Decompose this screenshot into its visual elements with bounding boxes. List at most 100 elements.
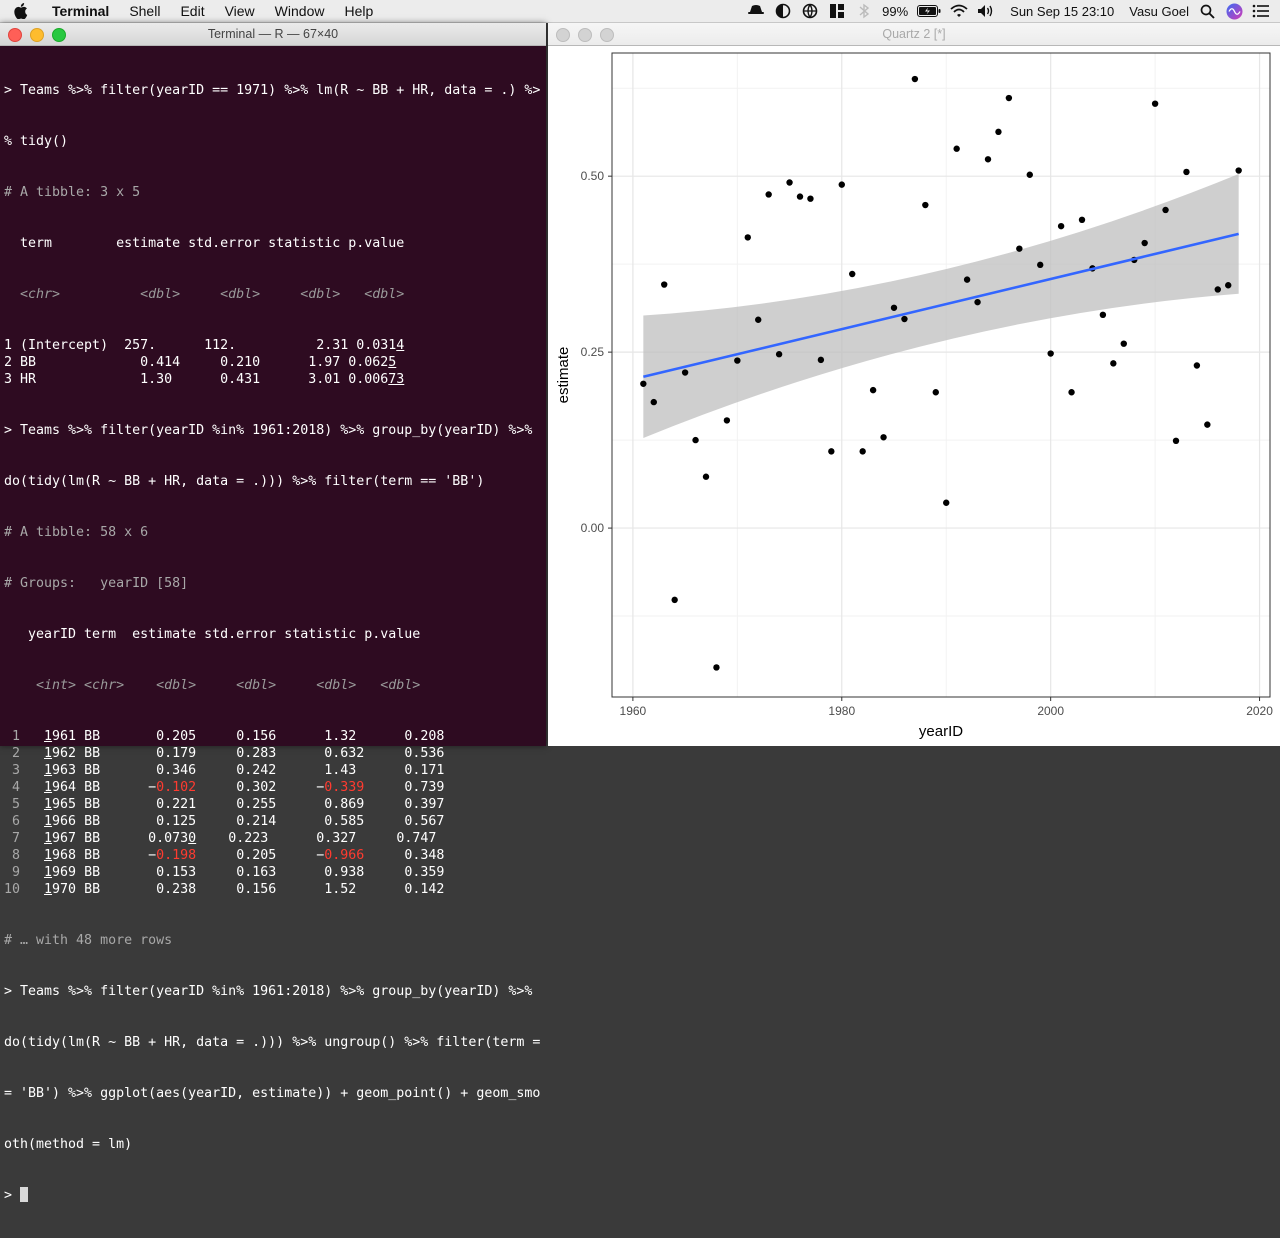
notification-center-icon[interactable] [1252,2,1270,20]
statistic-cell: 1.43 [316,763,365,778]
wifi-icon[interactable] [950,2,968,20]
menu-help[interactable]: Help [344,3,374,19]
statistic-cell: 0.339 [324,780,365,795]
row-text: 1 (Intercept) 257. 112. 2.31 0.031 [4,338,397,353]
table-types: <chr> <dbl> <dbl> <dbl> <dbl> [4,287,405,302]
menu-app-name[interactable]: Terminal [52,3,110,19]
tibble-caption: # A tibble: 58 x 6 [4,525,149,540]
statistic-cell: 0.327 [308,831,357,846]
minimize-button[interactable] [578,28,592,42]
zoom-button[interactable] [52,28,66,42]
prompt-line[interactable]: > [4,1187,546,1204]
p-value-cell: 0.747 [356,831,437,846]
year-cell: 1 [44,746,53,761]
tibble-1-rows: 1 (Intercept) 257. 112. 2.31 0.0314 2 BB … [4,337,546,388]
data-point [775,351,783,358]
p-value-cell: 0.171 [364,763,445,778]
quartz-window[interactable]: Quartz 2 [*] 1960 1980 2000 2020 0.00 0.25 0.5… [548,23,1280,746]
menu-edit[interactable]: Edit [180,3,205,19]
table-row: 8 1968 BB −0.198 0.205 −0.966 0.348 [4,847,546,864]
data-point [817,356,825,364]
clock[interactable]: Sun Sep 15 23:10 [1010,3,1115,19]
menu-bar: Terminal Shell Edit View Window Help 99%… [0,0,1280,23]
battery-icon[interactable] [917,2,941,20]
estimate-cell: 0.238 [148,882,197,897]
data-point [984,156,992,163]
row-text: 4 [396,338,405,353]
data-point [1225,282,1232,289]
siri-icon[interactable] [1225,2,1243,20]
estimate-cell: 0.205 [148,729,197,744]
command-line: % tidy() [4,134,69,149]
data-point [922,201,929,209]
table-row: 1 1961 BB 0.205 0.156 1.32 0.208 [4,728,546,745]
data-point [1078,216,1086,224]
globe-icon[interactable] [801,2,819,20]
data-point [671,596,678,604]
estimate-cell: 0.153 [148,865,197,880]
statistic-cell: 1.52 [316,882,365,897]
close-button[interactable] [8,28,22,42]
terminal-titlebar[interactable]: Terminal — R — 67×40 [0,23,546,46]
data-point [1099,311,1107,319]
p-value-cell: 0.397 [364,797,445,812]
p-value-cell: 0.348 [364,848,445,863]
text-cursor [20,1187,29,1202]
year-cell: 1 [44,797,53,812]
contrast-icon[interactable] [774,2,792,20]
p-value-cell: 0.536 [364,746,445,761]
more-rows-note: # … with 48 more rows [4,933,173,948]
prompt: > [4,1188,21,1203]
estimate-cell: 0.073 [148,831,189,846]
menu-window[interactable]: Window [274,3,325,19]
zoom-button[interactable] [600,28,614,42]
apple-icon[interactable] [14,0,34,22]
volume-icon[interactable] [977,2,995,20]
year-cell: 1 [44,814,53,829]
data-point [1141,239,1148,247]
spotlight-search-icon[interactable] [1198,2,1216,20]
x-tick-label: 1980 [828,704,855,718]
row-index: 6 [4,814,45,829]
menu-shell[interactable]: Shell [129,3,161,19]
menu-view[interactable]: View [224,3,255,19]
window-layout-icon[interactable] [828,2,846,20]
terminal-window[interactable]: Terminal — R — 67×40 > Teams %>% filter(… [0,23,546,1203]
data-point [734,357,741,364]
quartz-titlebar[interactable]: Quartz 2 [*] [548,23,1280,46]
tibble-groups: # Groups: yearID [58] [4,576,189,591]
table-types: <int> <chr> <dbl> <dbl> <dbl> <dbl> [4,678,421,693]
data-point [692,436,699,444]
bluetooth-icon[interactable] [855,2,873,20]
x-tick-label: 2020 [1246,704,1273,718]
year-cell: 1 [44,865,53,880]
year-cell: 967 BB [52,831,149,846]
data-point [1110,360,1117,367]
minimize-button[interactable] [30,28,44,42]
terminal-title: Terminal — R — 67×40 [207,27,339,41]
year-cell: 1 [44,831,53,846]
std-error-cell: 0.205 [196,848,317,863]
estimate-cell: 0.198 [156,848,197,863]
data-point [744,234,751,241]
data-point [765,191,772,198]
data-point [1151,100,1159,107]
statistic-cell: 0.869 [316,797,365,812]
incognito-icon[interactable] [747,2,765,20]
quartz-title: Quartz 2 [*] [882,27,946,41]
std-error-cell: 0.255 [196,797,317,812]
data-point [1162,206,1169,214]
table-row: 3 HR 1.30 0.431 3.01 0.00673 [4,371,546,388]
table-row: 5 1965 BB 0.221 0.255 0.869 0.397 [4,796,546,813]
command-line: = 'BB') %>% ggplot(aes(yearID, estimate)… [4,1086,541,1101]
data-point [755,316,762,323]
row-index: 10 [4,882,45,897]
close-button[interactable] [556,28,570,42]
x-tick-label: 1960 [620,704,647,718]
terminal-output[interactable]: > Teams %>% filter(yearID == 1971) %>% l… [0,46,546,1238]
row-index: 9 [4,865,45,880]
data-point [1047,350,1054,357]
table-row: 4 1964 BB −0.102 0.302 −0.339 0.739 [4,779,546,796]
estimate-sign: − [148,780,157,795]
user-name[interactable]: Vasu Goel [1129,3,1189,19]
